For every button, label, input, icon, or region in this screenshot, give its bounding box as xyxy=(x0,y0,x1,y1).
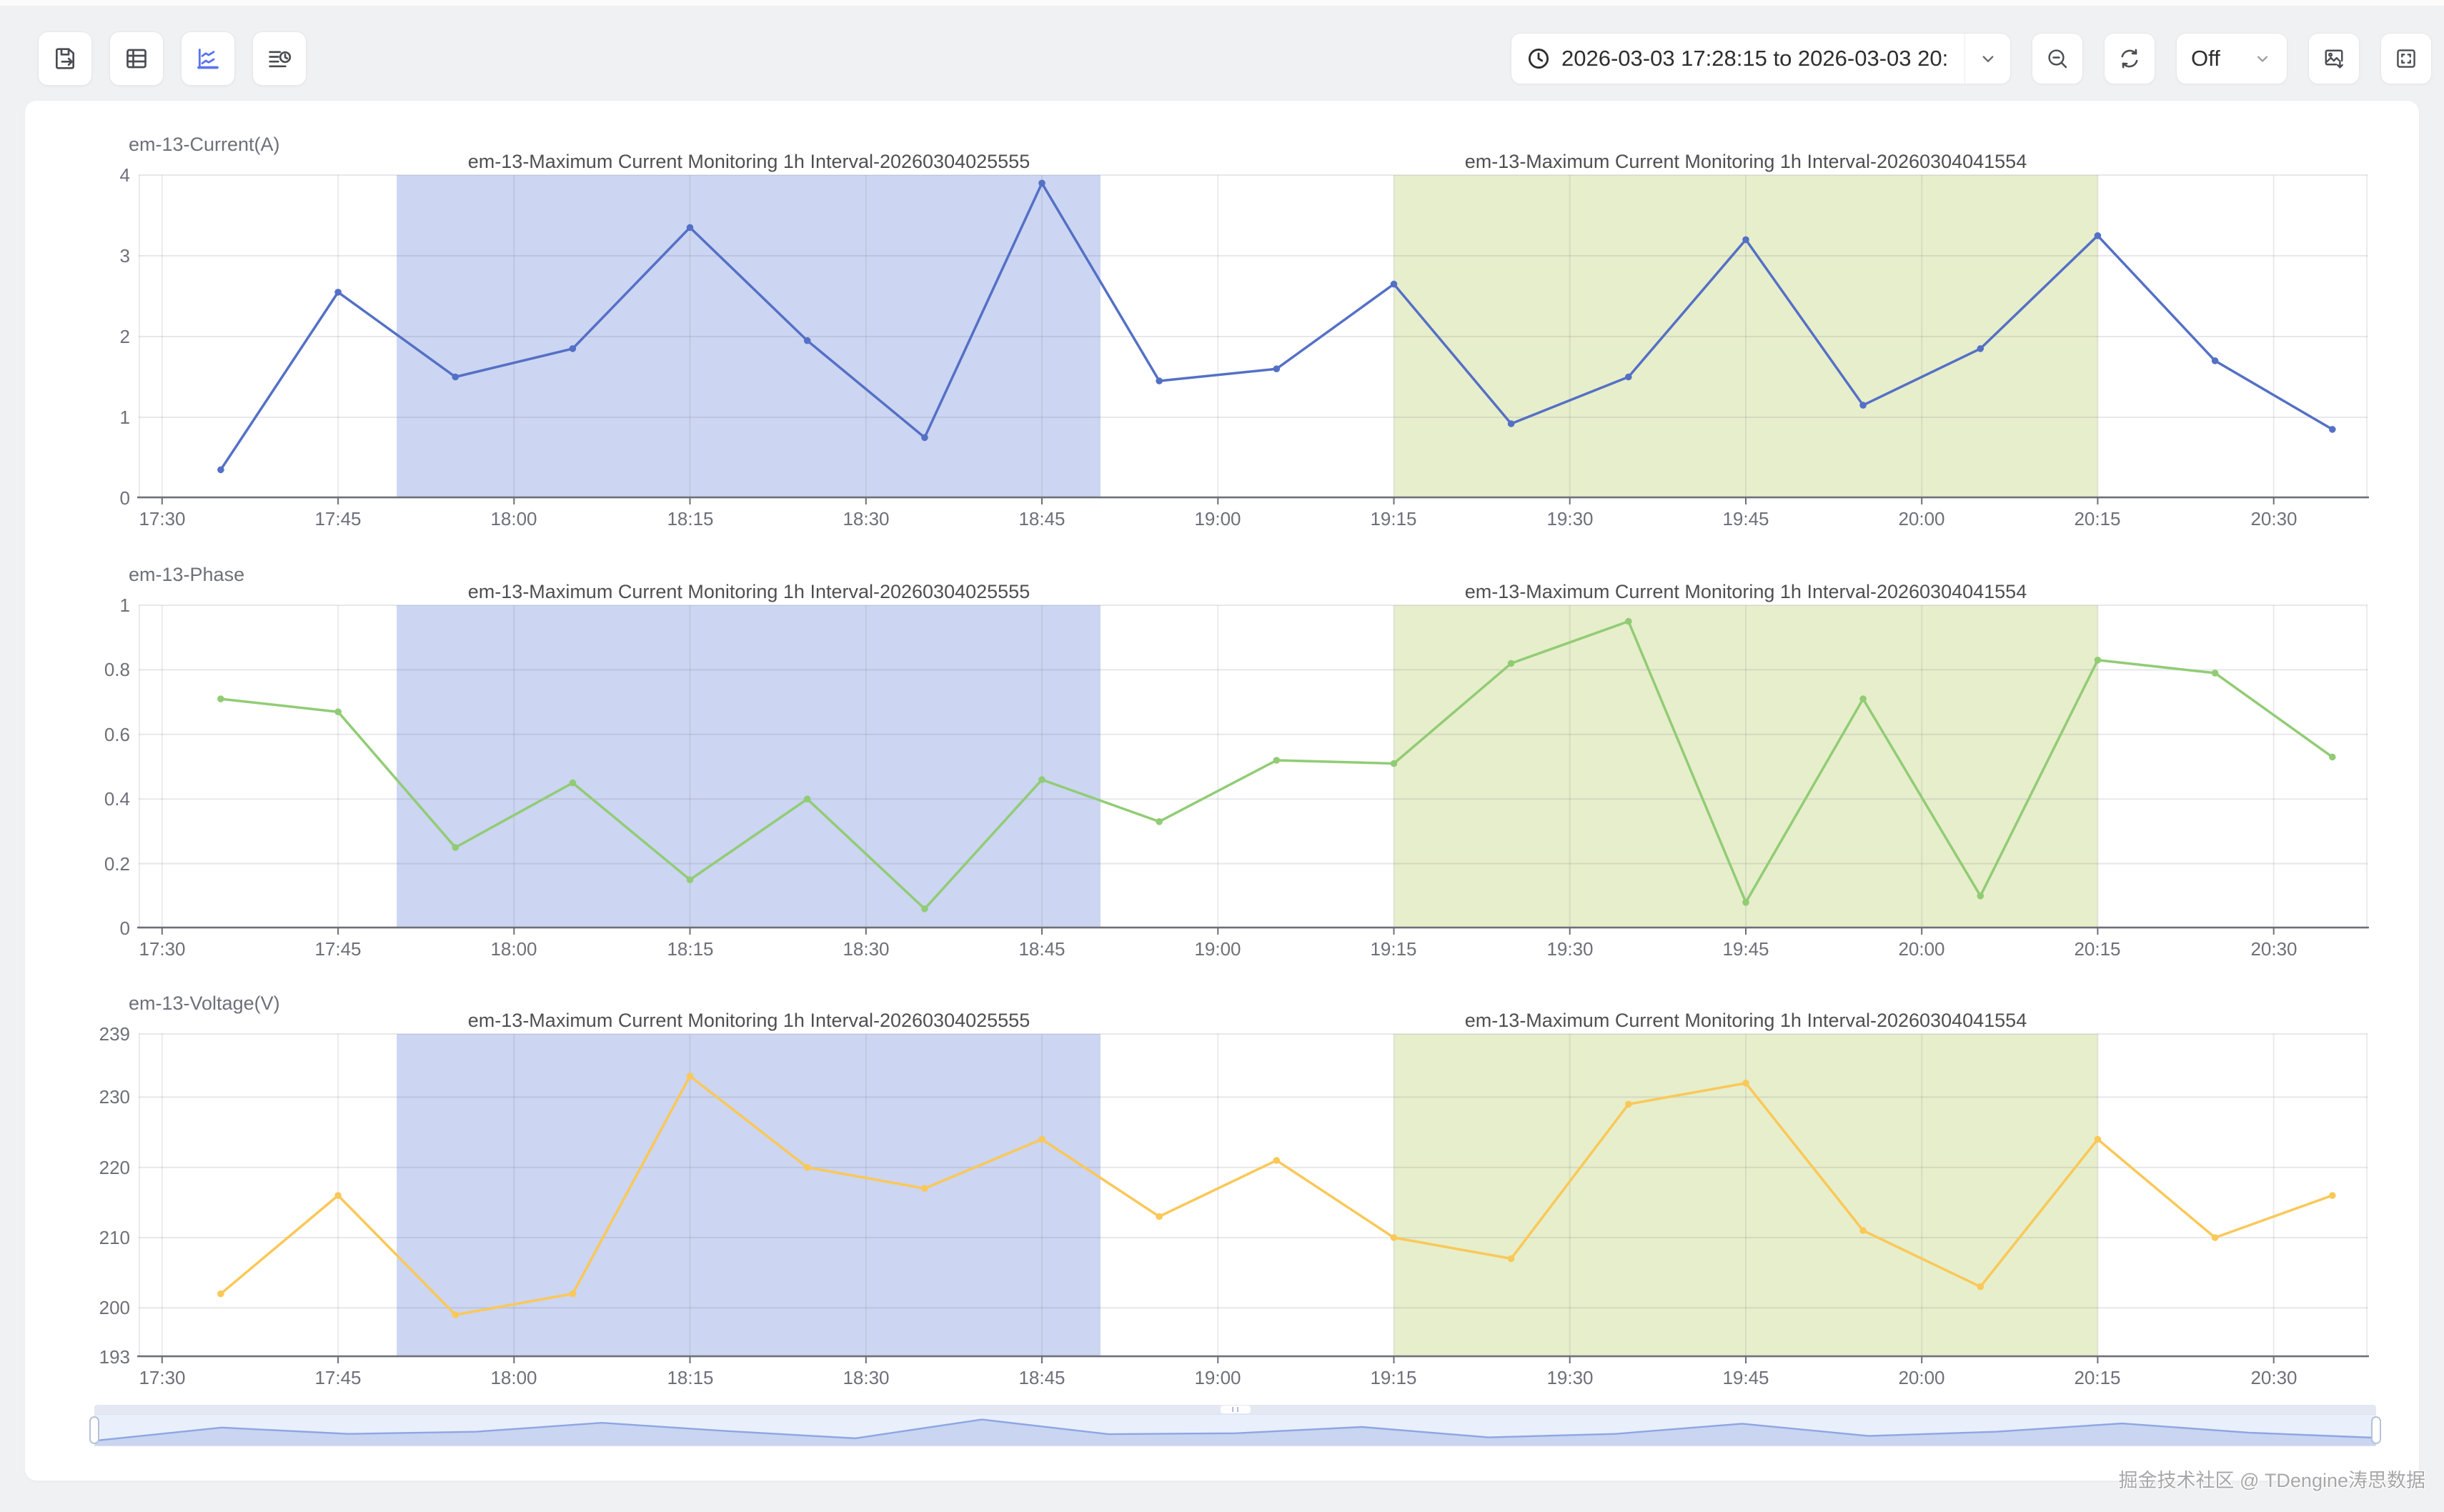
y-axis-labels: 193 200 210 220 230 239 xyxy=(99,1023,130,1368)
chart-phase-axis-name: em-13-Phase xyxy=(129,564,245,585)
toolbar: 2026-03-03 17:28:15 to 2026-03-03 20: xyxy=(0,6,2444,101)
datazoom-slider[interactable] xyxy=(89,1405,2381,1448)
zoom-out-icon xyxy=(2045,46,2070,71)
x-axis-labels: 17:30 17:45 18:00 18:15 18:30 18:45 19:00 19:15… xyxy=(139,508,2298,529)
x-axis-labels: 17:30 17:45 18:00 18:15 18:30 18:45 19:00 19:15… xyxy=(139,1367,2298,1388)
phase-line-chart[interactable] xyxy=(137,605,2369,935)
zoom-out-button[interactable] xyxy=(2032,33,2083,84)
clock-icon xyxy=(1526,46,1551,71)
datazoom-left-handle[interactable] xyxy=(89,1416,99,1444)
export-image-button[interactable] xyxy=(2308,33,2360,84)
annotation-title-2: em-13-Maximum Current Monitoring 1h Inte… xyxy=(1464,151,2027,172)
auto-refresh-select[interactable]: Off xyxy=(2176,33,2287,84)
refresh-button[interactable] xyxy=(2104,33,2155,84)
fullscreen-button[interactable] xyxy=(2380,33,2432,84)
chevron-down-icon xyxy=(2252,49,2272,69)
time-range-dropdown-button[interactable] xyxy=(1964,34,2010,84)
save-export-icon xyxy=(51,44,79,73)
query-history-button[interactable] xyxy=(252,31,307,86)
datazoom-track[interactable] xyxy=(94,1405,2376,1414)
fullscreen-icon xyxy=(2393,46,2419,71)
table-icon xyxy=(122,44,151,73)
image-export-icon xyxy=(2321,46,2347,71)
time-range-picker[interactable]: 2026-03-03 17:28:15 to 2026-03-03 20: xyxy=(1511,46,1964,71)
current-line-chart[interactable] xyxy=(137,174,2369,504)
toolbar-right-group: 2026-03-03 17:28:15 to 2026-03-03 20: xyxy=(1511,33,2432,84)
refresh-icon xyxy=(2117,46,2142,71)
annotation-title-1: em-13-Maximum Current Monitoring 1h Inte… xyxy=(467,1010,1030,1031)
chart-current-axis-name: em-13-Current(A) xyxy=(129,134,280,155)
annotation-title-2: em-13-Maximum Current Monitoring 1h Inte… xyxy=(1464,1010,2027,1031)
auto-refresh-value: Off xyxy=(2191,46,2220,71)
chart-phase: em-13-Phase em-13-Maximum Current Monito… xyxy=(25,562,2419,967)
annotation-title-1: em-13-Maximum Current Monitoring 1h Inte… xyxy=(467,151,1030,172)
list-clock-icon xyxy=(265,44,294,73)
toolbar-left-group xyxy=(38,31,307,86)
top-strip xyxy=(0,0,2444,6)
datazoom-right-handle[interactable] xyxy=(2371,1416,2381,1444)
datazoom-overview[interactable] xyxy=(94,1414,2376,1446)
annotation-title-2: em-13-Maximum Current Monitoring 1h Inte… xyxy=(1464,581,2027,602)
time-range-value: 2026-03-03 17:28:15 to 2026-03-03 20: xyxy=(1561,46,1949,71)
watermark: 掘金技术社区 @ TDengine涛思数据 xyxy=(2118,1470,2425,1491)
datazoom-move-handle[interactable] xyxy=(1220,1406,1251,1413)
line-chart-icon xyxy=(194,44,222,73)
chart-view-button[interactable] xyxy=(181,31,235,86)
time-range-control: 2026-03-03 17:28:15 to 2026-03-03 20: xyxy=(1511,33,2011,84)
chart-voltage: em-13-Voltage(V) em-13-Maximum Current M… xyxy=(25,991,2419,1396)
chart-current: em-13-Current(A) em-13-Maximum Current M… xyxy=(25,132,2419,537)
annotation-title-1: em-13-Maximum Current Monitoring 1h Inte… xyxy=(467,581,1030,602)
charts-card: em-13-Current(A) em-13-Maximum Current M… xyxy=(25,101,2419,1481)
table-view-button[interactable] xyxy=(109,31,164,86)
datazoom-minimap xyxy=(95,1418,2375,1446)
voltage-line-chart[interactable] xyxy=(137,1033,2369,1363)
x-axis-labels: 17:30 17:45 18:00 18:15 18:30 18:45 19:00 19:15… xyxy=(139,938,2298,960)
export-data-button[interactable] xyxy=(38,31,92,86)
y-axis-labels: 0 0.2 0.4 0.6 0.8 1 xyxy=(104,595,130,939)
chevron-down-icon xyxy=(1977,48,1999,69)
chart-voltage-axis-name: em-13-Voltage(V) xyxy=(129,993,280,1014)
